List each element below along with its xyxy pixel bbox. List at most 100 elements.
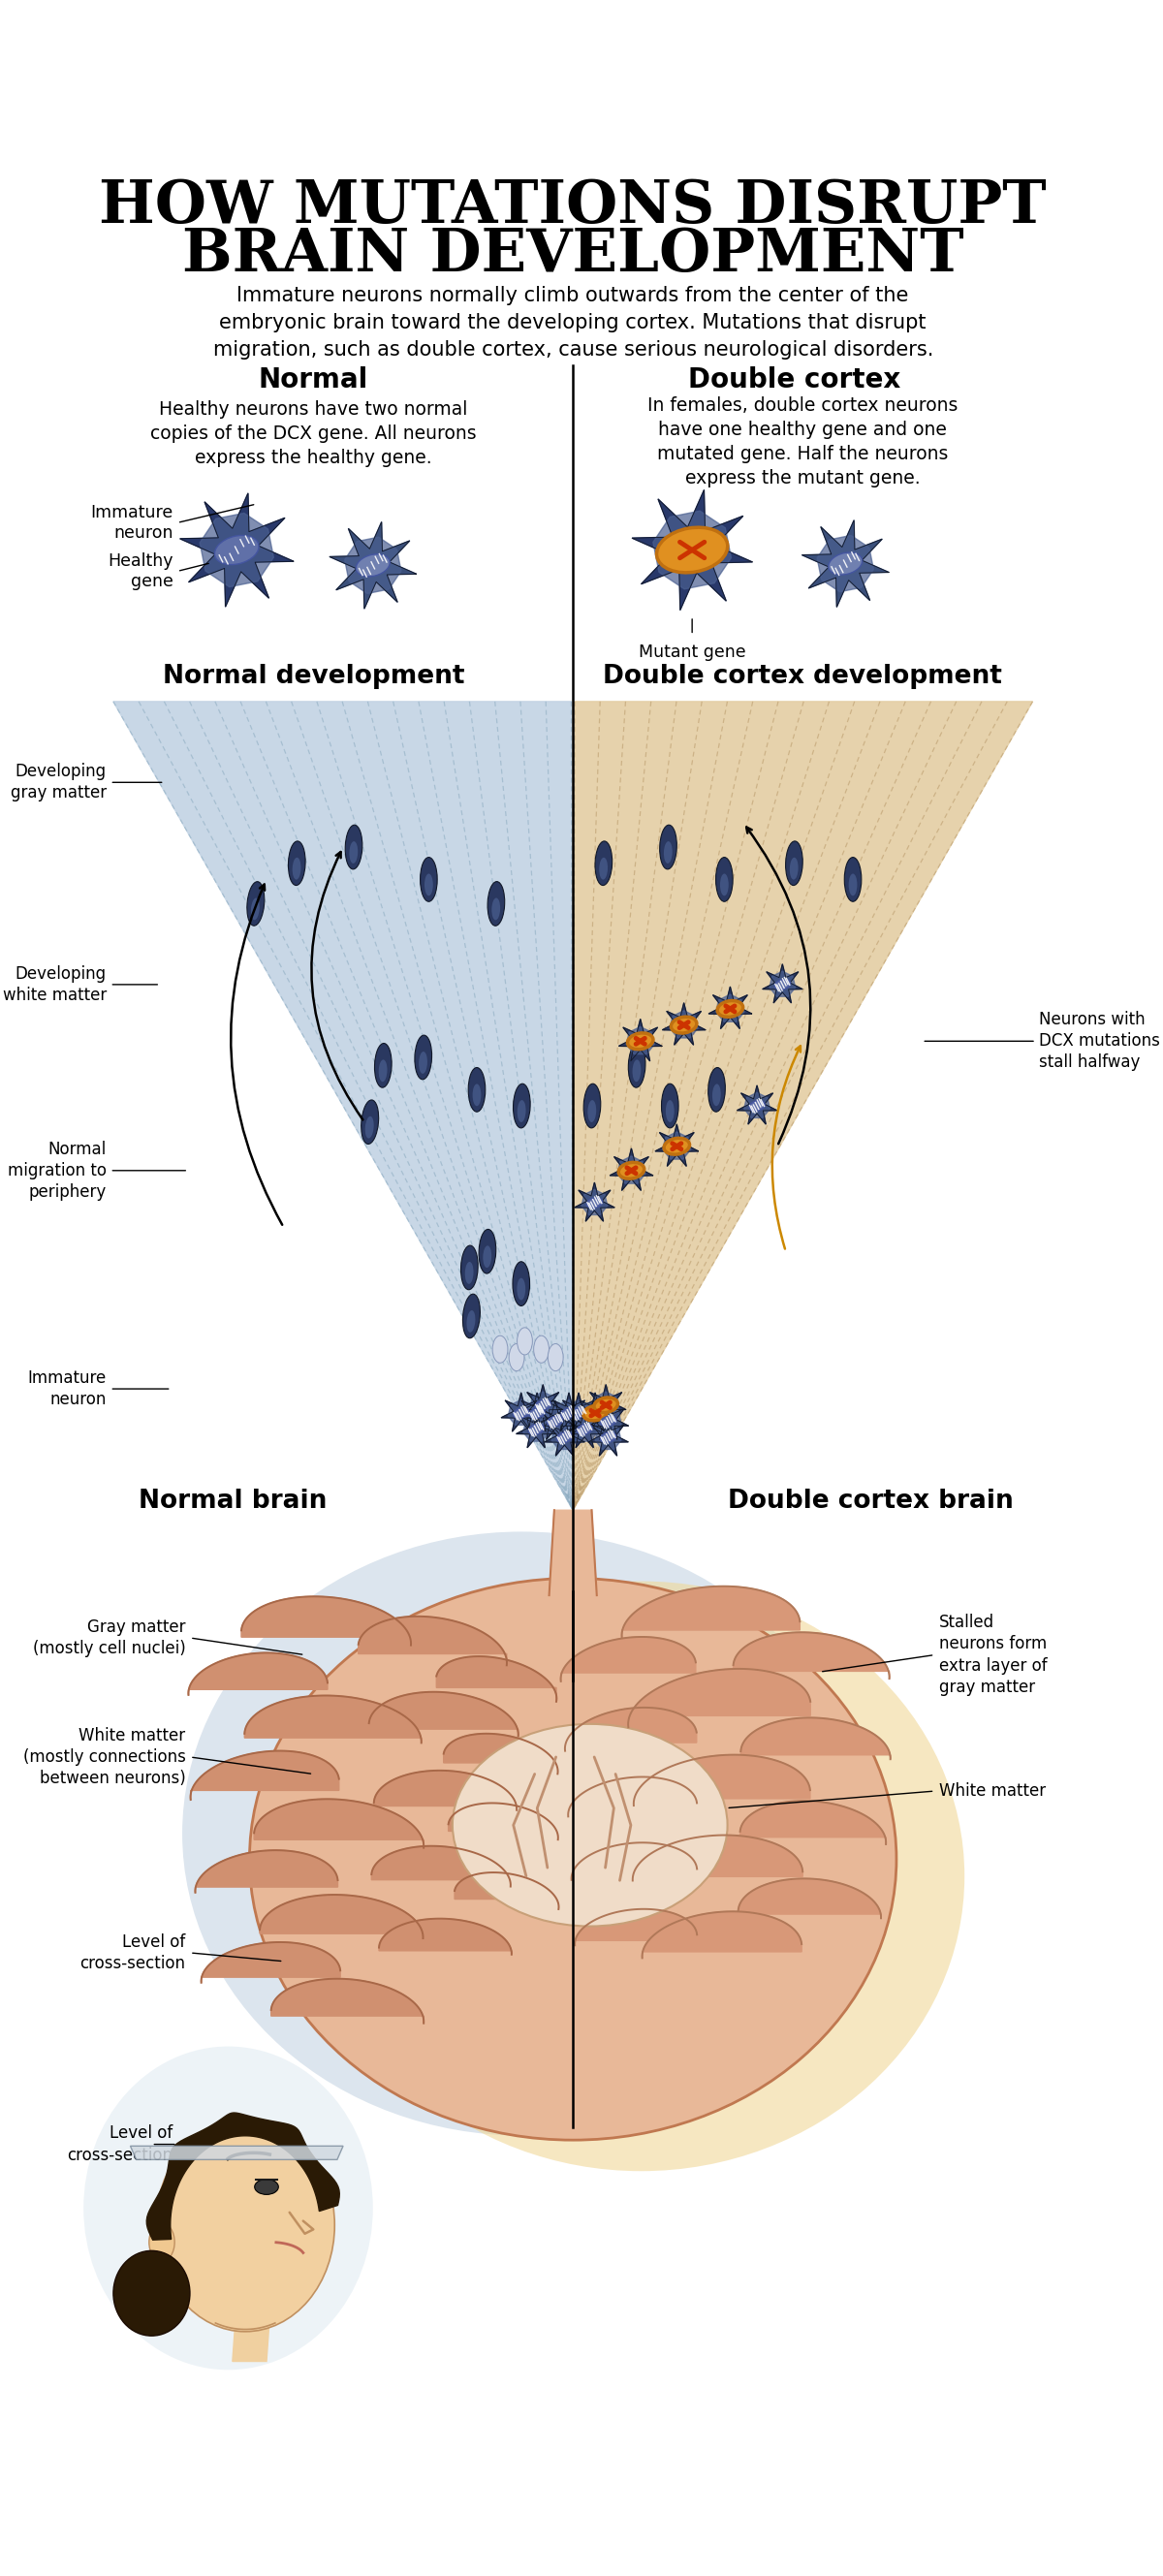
Text: Double cortex: Double cortex: [688, 366, 900, 394]
Polygon shape: [716, 994, 744, 1023]
Ellipse shape: [452, 1723, 727, 1927]
Ellipse shape: [379, 1059, 387, 1082]
Ellipse shape: [419, 1051, 427, 1074]
Ellipse shape: [513, 1262, 529, 1306]
Polygon shape: [595, 1409, 621, 1432]
Polygon shape: [191, 1752, 338, 1801]
Ellipse shape: [415, 1036, 431, 1079]
Ellipse shape: [633, 1059, 641, 1082]
Polygon shape: [544, 1417, 585, 1455]
Ellipse shape: [749, 1100, 765, 1110]
Text: Immature
neuron: Immature neuron: [91, 505, 173, 541]
Text: White matter
(mostly connections
between neurons): White matter (mostly connections between…: [23, 1726, 186, 1788]
Ellipse shape: [469, 1066, 485, 1113]
Ellipse shape: [365, 1115, 373, 1139]
Ellipse shape: [461, 1244, 478, 1291]
Ellipse shape: [317, 1582, 964, 2172]
Polygon shape: [568, 1777, 697, 1816]
Ellipse shape: [720, 873, 728, 896]
Text: Immature
neuron: Immature neuron: [28, 1370, 107, 1409]
Ellipse shape: [548, 1417, 563, 1427]
Polygon shape: [654, 510, 732, 590]
Polygon shape: [233, 2303, 271, 2362]
Ellipse shape: [349, 842, 358, 863]
Polygon shape: [708, 987, 751, 1028]
Ellipse shape: [849, 873, 857, 896]
Ellipse shape: [584, 1406, 607, 1419]
Ellipse shape: [718, 999, 743, 1018]
Ellipse shape: [534, 1337, 549, 1363]
Polygon shape: [455, 1873, 558, 1909]
Text: In females, double cortex neurons
have one healthy gene and one
mutated gene. Ha: In females, double cortex neurons have o…: [648, 397, 958, 487]
Polygon shape: [595, 1425, 621, 1450]
Polygon shape: [443, 1734, 558, 1775]
Ellipse shape: [599, 858, 608, 878]
Polygon shape: [609, 1149, 652, 1190]
Ellipse shape: [420, 858, 437, 902]
Ellipse shape: [600, 1417, 616, 1427]
Polygon shape: [195, 1850, 337, 1893]
Ellipse shape: [362, 1100, 379, 1144]
Ellipse shape: [715, 858, 733, 902]
Polygon shape: [593, 1391, 619, 1417]
Polygon shape: [739, 1878, 882, 1919]
Ellipse shape: [472, 1084, 481, 1105]
Ellipse shape: [463, 1293, 480, 1337]
Ellipse shape: [466, 1311, 476, 1332]
Polygon shape: [113, 701, 573, 1510]
Polygon shape: [573, 701, 1033, 1510]
Ellipse shape: [587, 1100, 597, 1123]
Polygon shape: [501, 1394, 541, 1432]
Polygon shape: [744, 1092, 770, 1118]
Polygon shape: [737, 1084, 777, 1123]
Polygon shape: [734, 1633, 890, 1680]
Ellipse shape: [183, 1533, 862, 2136]
Text: Normal development: Normal development: [163, 665, 464, 688]
Ellipse shape: [785, 842, 802, 886]
Polygon shape: [740, 1801, 886, 1844]
Ellipse shape: [374, 1043, 392, 1087]
Ellipse shape: [561, 1409, 577, 1419]
Text: Neurons with
DCX mutations
stall halfway: Neurons with DCX mutations stall halfway: [1040, 1010, 1161, 1072]
Text: Normal: Normal: [258, 366, 369, 394]
Ellipse shape: [665, 1100, 675, 1123]
Polygon shape: [802, 520, 889, 608]
Text: BRAIN DEVELOPMENT: BRAIN DEVELOPMENT: [183, 227, 964, 283]
Polygon shape: [628, 1669, 811, 1728]
Ellipse shape: [619, 1162, 644, 1180]
Ellipse shape: [528, 1425, 544, 1435]
Ellipse shape: [513, 1409, 529, 1419]
Polygon shape: [371, 1847, 511, 1886]
Text: Mutant gene: Mutant gene: [638, 644, 745, 662]
Polygon shape: [588, 1417, 628, 1455]
Ellipse shape: [518, 1100, 526, 1123]
Ellipse shape: [292, 858, 301, 878]
Ellipse shape: [535, 1399, 551, 1409]
Polygon shape: [530, 1391, 556, 1417]
Polygon shape: [516, 1409, 556, 1448]
Text: HOW MUTATIONS DISRUPT: HOW MUTATIONS DISRUPT: [99, 178, 1047, 234]
Ellipse shape: [424, 873, 433, 896]
Ellipse shape: [518, 1327, 533, 1355]
Ellipse shape: [509, 1345, 525, 1370]
Ellipse shape: [790, 858, 798, 878]
Ellipse shape: [156, 2120, 335, 2331]
Polygon shape: [763, 963, 802, 1002]
Polygon shape: [575, 1182, 614, 1221]
Polygon shape: [634, 1754, 811, 1806]
Polygon shape: [518, 1394, 557, 1432]
Ellipse shape: [288, 842, 306, 886]
Ellipse shape: [595, 842, 612, 886]
Ellipse shape: [465, 1262, 473, 1283]
Polygon shape: [627, 1028, 655, 1054]
Polygon shape: [535, 1401, 575, 1440]
Ellipse shape: [664, 842, 672, 863]
Ellipse shape: [844, 858, 862, 902]
Polygon shape: [241, 1597, 411, 1646]
Text: Immature neurons normally climb outwards from the center of the
embryonic brain : Immature neurons normally climb outwards…: [213, 286, 933, 361]
Ellipse shape: [708, 1066, 726, 1113]
Ellipse shape: [513, 1084, 530, 1128]
Polygon shape: [583, 1399, 608, 1425]
Polygon shape: [571, 1842, 697, 1880]
Text: Healthy neurons have two normal
copies of the DCX gene. All neurons
express the : Healthy neurons have two normal copies o…: [150, 399, 477, 466]
